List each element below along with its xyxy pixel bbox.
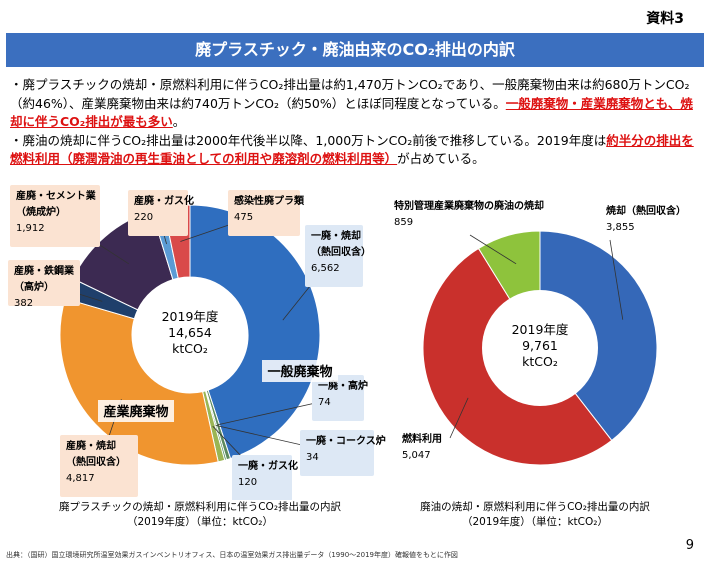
chart1-label-box-5	[8, 260, 80, 306]
chart1-label-8: 感染性廃プラ類 475	[180, 190, 305, 242]
chart2-slice-0	[539, 230, 658, 442]
bullet-plastic: ・廃プラスチックの焼却・原燃料利用に伴うCO₂排出量は約1,470万トンCO₂で…	[10, 76, 704, 132]
chart1-label-text-1-0: 一廃・高炉	[318, 379, 368, 392]
chart2-value-2: 859	[394, 217, 413, 228]
chart2-caption-line2: （2019年度）（単位：ktCO₂）	[462, 516, 608, 528]
charts-area: 2019年度14,654ktCO₂一廃・焼却（熱回収含）6,562一廃・高炉74…	[8, 185, 686, 500]
chart1-label-7: 産廃・ガス化 220	[128, 190, 194, 245]
bullet-plastic-tail: 。	[172, 114, 186, 129]
chart2-label-text-1-0: 燃料利用	[402, 432, 442, 445]
chart1-label-text-8-0: 感染性廃プラ類	[234, 194, 305, 207]
chart1-label-box-7	[128, 190, 188, 236]
chart2-label-text-2-0: 特別管理産業廃棄物の廃油の焼却	[394, 199, 544, 212]
bullet-plastic-emphasis: 一般廃棄物・産業廃棄物とも、焼却に伴うCO₂排出が最も多い	[10, 95, 693, 130]
chart1-caption-line1: 廃プラスチックの焼却・原燃料利用に伴うCO₂排出量の内訳	[58, 501, 342, 513]
chart1-label-text-0-1: （熱回収含）	[311, 245, 371, 258]
chart1-label-text-0-0: 一廃・焼却	[311, 229, 361, 242]
chart1-slice-4	[59, 297, 219, 466]
chart1-center-label-0: 2019年度	[162, 309, 219, 324]
chart2-center-text-0: 2019年度	[512, 322, 569, 337]
chart1-label-box-2	[300, 430, 374, 476]
bullet-oil-tail: が占めている。	[397, 151, 485, 166]
chart2-value-1: 5,047	[402, 450, 431, 461]
chart1-center-label-2: ktCO₂	[172, 341, 208, 356]
chart1-slice-0	[189, 204, 321, 460]
chart2-leader-0	[609, 239, 624, 320]
chart1-label-text-7-0: 産廃・ガス化	[134, 194, 194, 207]
chart1-label-text-6-1: （焼成炉）	[16, 205, 66, 218]
chart1-label-5: 産廃・鉄鋼業 （高炉） 382	[8, 260, 103, 309]
bullet-oil: ・廃油の焼却に伴うCO₂排出量は2000年代後半以降、1,000万トンCO₂前後…	[10, 132, 704, 169]
chart1-label-2: 一廃・コークス炉 34	[215, 425, 386, 476]
chart1-label-text-4-1: （熱回収含）	[66, 455, 126, 468]
chart1-group-label-0: 一般廃棄物	[267, 364, 332, 380]
chart2-caption: 廃油の焼却・原燃料利用に伴うCO₂排出量の内訳 （2019年度）（単位：ktCO…	[380, 500, 690, 530]
chart1-value-6: 1,912	[16, 223, 45, 234]
chart1-group-label-1: 産業廃棄物	[103, 404, 168, 420]
bullet-oil-emphasis: 約半分の排出を燃料利用（廃潤滑油の再生重油としての利用や廃溶剤の燃料利用等）	[10, 132, 694, 167]
chart1-value-3: 120	[238, 477, 257, 488]
summary-bullets: ・廃プラスチックの焼却・原燃料利用に伴うCO₂排出量は約1,470万トンCO₂で…	[10, 76, 704, 169]
bullet-oil-text: ・廃油の焼却に伴うCO₂排出量は2000年代後半以降、1,000万トンCO₂前後…	[10, 132, 607, 148]
chart1-label-box-8	[228, 190, 300, 236]
chart1-label-box-0	[305, 225, 363, 287]
chart1-label-box-4	[60, 435, 138, 497]
chart1-label-0: 一廃・焼却 （熱回収含） 6,562	[282, 225, 371, 321]
chart1-label-box-1	[312, 375, 364, 421]
chart1-caption-line2: （2019年度）（単位：ktCO₂）	[127, 516, 273, 528]
source-note: 出典：（国研）国立環境研究所温室効果ガスインベントリオフィス、日本の温室効果ガス…	[6, 551, 458, 559]
chart2-label-0: 焼却（熱回収含） 3,855	[606, 204, 686, 320]
chart2-value-0: 3,855	[606, 222, 635, 233]
chart1-label-text-6-0: 産廃・セメント業	[16, 189, 97, 202]
document-label: 資料3	[646, 11, 684, 27]
chart1-label-box-3	[232, 455, 292, 500]
chart2-leader-2	[469, 234, 517, 265]
chart2-label-1: 燃料利用 5,047	[402, 397, 469, 461]
chart2-leader-1	[449, 397, 469, 439]
chart2-center-text-2: ktCO₂	[522, 354, 558, 369]
chart1-label-text-5-0: 産廃・鉄鋼業	[14, 264, 75, 277]
chart1-value-7: 220	[134, 212, 153, 223]
chart2-caption-line1: 廃油の焼却・原燃料利用に伴うCO₂排出量の内訳	[420, 501, 650, 513]
chart1-group-box-0	[262, 360, 338, 382]
chart1-label-1: 一廃・高炉 74	[217, 375, 368, 426]
chart2-label-2: 特別管理産業廃棄物の廃油の焼却 859	[394, 199, 544, 265]
chart1-label-text-2-0: 一廃・コークス炉	[306, 434, 386, 447]
chart2-label-text-0-0: 焼却（熱回収含）	[606, 204, 686, 217]
chart1-value-2: 34	[306, 452, 319, 463]
chart1-label-4: 産廃・焼却 （熱回収含） 4,817	[60, 399, 138, 497]
chart1-caption: 廃プラスチックの焼却・原燃料利用に伴うCO₂排出量の内訳 （2019年度）（単位…	[20, 500, 380, 530]
chart1-label-text-3-0: 一廃・ガス化	[238, 459, 298, 472]
chart1-value-0: 6,562	[311, 263, 340, 274]
chart1-center-label-1: 14,654	[168, 325, 212, 340]
chart1-value-1: 74	[318, 397, 331, 408]
page-number: 9	[685, 538, 694, 553]
chart1-value-8: 475	[234, 212, 253, 223]
chart1-label-box-6	[10, 185, 100, 247]
chart1-label-text-5-1: （高炉）	[14, 280, 54, 293]
chart1-label-6: 産廃・セメント業 （焼成炉） 1,912	[10, 185, 129, 265]
chart2-center-text-1: 9,761	[522, 338, 558, 353]
chart2-center-hole	[482, 290, 598, 406]
chart1-label-text-4-0: 産廃・焼却	[66, 439, 116, 452]
chart1-value-4: 4,817	[66, 473, 95, 484]
bullet-plastic-text: ・廃プラスチックの焼却・原燃料利用に伴うCO₂排出量は約1,470万トンCO₂で…	[10, 77, 690, 111]
chart1-value-5: 382	[14, 298, 33, 309]
chart1-group-box-1	[98, 400, 174, 422]
chart1-label-3: 一廃・ガス化 120	[212, 425, 298, 500]
page-title: 廃プラスチック・廃油由来のCO₂排出の内訳	[6, 33, 704, 67]
